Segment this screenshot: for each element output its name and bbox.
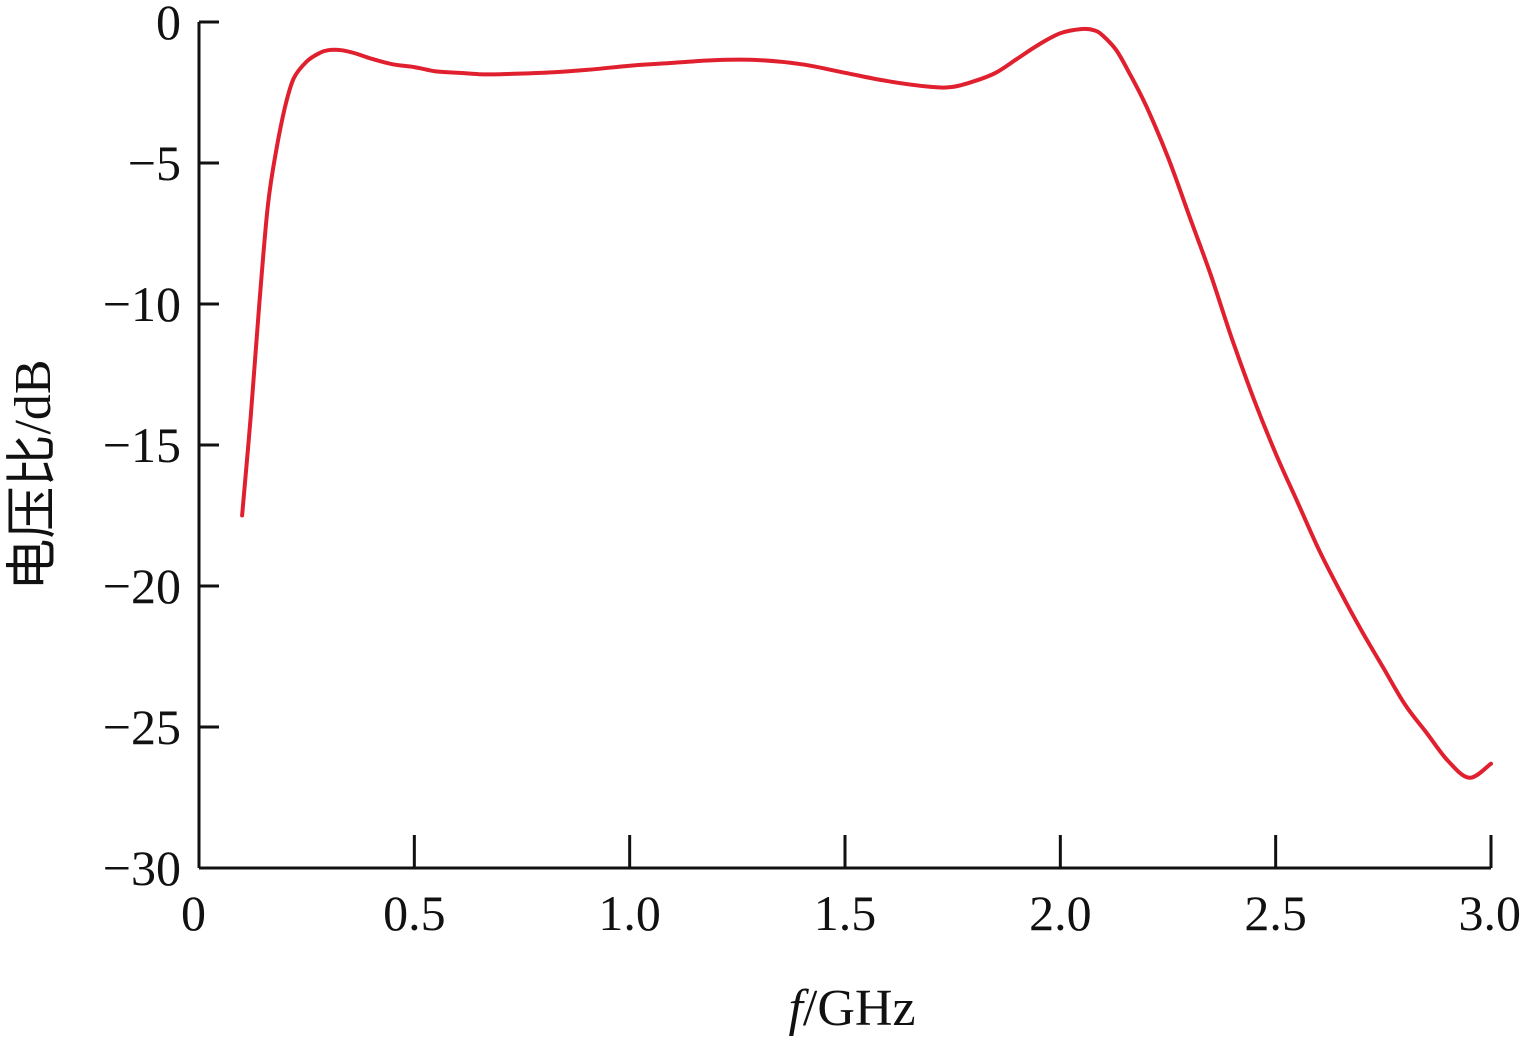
y-tick-label: −5 <box>128 135 181 191</box>
y-tick-label: −10 <box>103 276 181 332</box>
y-axis-title: 电压比/dB <box>5 359 62 590</box>
x-axis-title-unit: /GHz <box>803 980 916 1037</box>
x-tick-label: 2.5 <box>1244 885 1307 941</box>
x-axis-title: f/GHz <box>788 980 915 1037</box>
x-tick-label: 1.0 <box>598 885 661 941</box>
y-axis: 0 −5 −10 −15 −20 −25 −30 <box>103 0 219 896</box>
y-tick-label: −25 <box>103 699 181 755</box>
series-line-1 <box>240 26 1493 780</box>
x-tick-label: 0 <box>181 885 206 941</box>
x-tick-label: 2.0 <box>1029 885 1092 941</box>
y-tick-label: −20 <box>103 558 181 614</box>
x-tick-label: 0.5 <box>383 885 446 941</box>
y-tick-label: 0 <box>156 0 181 50</box>
x-axis: 0 0.5 1.0 1.5 2.0 2.5 3.0 <box>181 835 1521 941</box>
y-tick-label: −15 <box>103 417 181 473</box>
y-tick-label: −30 <box>103 840 181 896</box>
plot-area <box>240 26 1493 780</box>
x-tick-label: 3.0 <box>1459 885 1522 941</box>
x-tick-label: 1.5 <box>814 885 877 941</box>
